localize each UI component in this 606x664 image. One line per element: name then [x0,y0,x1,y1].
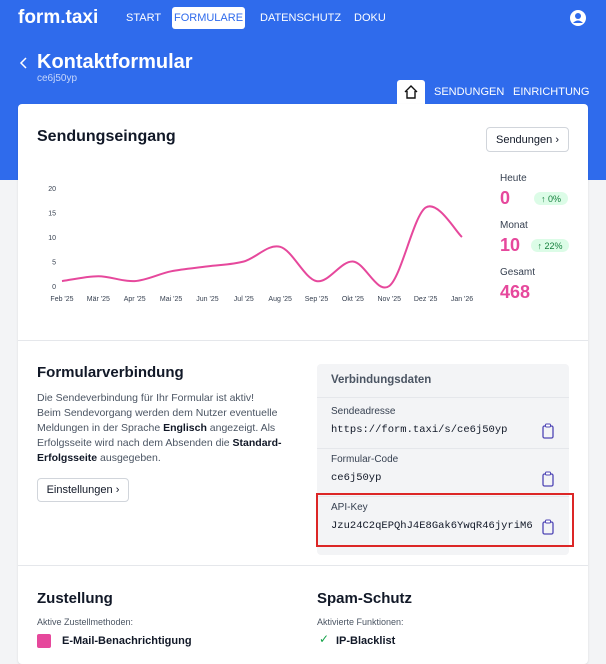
divider [18,565,588,566]
field-label: Sendeadresse [331,406,396,417]
section-title: Formularverbindung [37,364,184,381]
nav-item-active[interactable]: FORMULARE [172,7,245,29]
section-title: Zustellung [37,590,113,607]
copy-icon[interactable] [541,423,555,439]
copy-icon[interactable] [541,519,555,535]
badge-text: 0% [548,193,562,204]
stat-label: Heute [500,173,527,184]
x-tick-label: Sep '25 [305,296,329,303]
back-icon[interactable] [19,56,29,70]
x-tick-label: Mär '25 [87,296,110,303]
section-subtitle: Aktive Zustellmethoden: [37,617,134,627]
stat-value: 10 [500,235,521,255]
stat-label: Gesamt [500,267,536,278]
button-text: Einstellungen [46,484,113,496]
page-title: Kontaktformular [37,51,193,73]
text: Beim Sendevorgang werden dem Nutzer even… [37,407,278,434]
x-tick-label: Dez '25 [414,296,438,303]
tab[interactable]: SENDUNGEN [434,86,505,98]
y-tick-label: 15 [48,211,56,218]
text: ausgegeben. [97,452,161,464]
divider [317,496,569,497]
badge-text: 22% [544,240,563,251]
list-item: IP-Blacklist [336,635,396,647]
page-subtitle: ce6j50yp [37,73,78,84]
panel-title: Verbindungsdaten [331,374,432,386]
x-tick-label: Jul '25 [234,296,254,303]
section-title: Sendungseingang [37,128,176,145]
text: Die Sendeverbindung für Ihr Formular ist… [37,392,255,404]
nav-item[interactable]: DOKU [354,12,386,24]
line [61,205,463,289]
x-tick-label: Jun '25 [196,296,218,303]
field-label: API-Key [331,502,368,513]
tab[interactable]: EINRICHTUNG [513,86,590,98]
tab-home[interactable] [397,80,425,104]
copy-icon[interactable] [541,471,555,487]
panel [317,364,569,555]
text-bold: Englisch [163,422,207,434]
x-tick-label: Okt '25 [342,296,364,303]
button-text: Sendungen [495,133,553,146]
text-bold: Standard-Erfolgsseite [37,437,282,464]
badge: ↑ 0% [534,192,568,205]
check-icon: ✓ [319,632,330,646]
y-tick-label: 10 [48,235,56,242]
text: angezeigt. Als Erfolgsseite wird nach de… [37,422,276,449]
x-tick-label: Jan '26 [451,296,473,303]
chart: 0 5 10 15 20 Feb '25 Mär '25 Apr '25 Mai '25 Jun … [48,186,473,303]
badge: ↑ 22% [531,239,569,252]
x-tick-label: Aug '25 [268,296,292,303]
nav-item[interactable]: START [126,12,162,24]
nav-item[interactable]: DATENSCHUTZ [260,12,342,24]
list-item: E-Mail-Benachrichtigung [62,635,192,647]
field-value: ce6j50yp [331,472,382,484]
x-tick-label: Apr '25 [124,296,146,303]
divider [18,340,588,341]
section-subtitle: Aktivierte Funktionen: [317,617,404,627]
brand[interactable]: form.taxi [18,7,99,28]
user-icon[interactable] [570,10,586,26]
item-icon [37,634,51,648]
x-tick-label: Mai '25 [160,296,182,303]
x-tick-label: Feb '25 [50,296,73,303]
button[interactable]: Sendungen › [486,127,569,152]
divider [317,397,569,398]
field-label: Formular-Code [331,454,399,465]
field-value: https://form.taxi/s/ce6j50yp [331,424,508,436]
stat-value: 468 [500,282,531,302]
highlight-box [316,493,574,547]
y-tick-label: 20 [48,186,56,193]
section-title: Spam-Schutz [317,590,413,607]
paragraph: Die Sendeverbindung für Ihr Formular ist… [37,391,282,466]
button[interactable]: Einstellungen › [37,478,129,502]
divider [317,448,569,449]
x-tick-label: Nov '25 [378,296,402,303]
stat-label: Monat [500,220,528,231]
field-value: Jzu24C2qEPQhJ4E8Gak6YwqR46jyriM6 [331,520,533,532]
y-tick-label: 5 [52,260,56,267]
y-tick-label: 0 [52,284,56,291]
stat-value: 0 [500,188,511,208]
